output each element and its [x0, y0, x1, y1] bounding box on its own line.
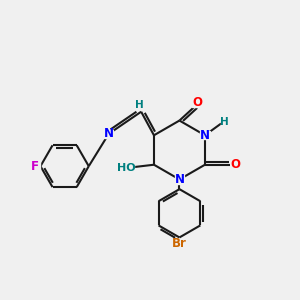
Bar: [135, 102, 144, 109]
Bar: [104, 130, 113, 138]
Text: H: H: [220, 117, 229, 127]
Bar: [172, 240, 187, 248]
Bar: [231, 160, 241, 169]
Bar: [31, 162, 40, 170]
Text: O: O: [192, 96, 202, 110]
Text: O: O: [231, 158, 241, 171]
Bar: [192, 99, 202, 107]
Text: N: N: [174, 173, 184, 186]
Bar: [200, 131, 210, 140]
Bar: [175, 175, 184, 184]
Text: Br: Br: [172, 237, 187, 250]
Bar: [118, 164, 134, 172]
Text: N: N: [200, 129, 210, 142]
Text: F: F: [31, 160, 39, 173]
Text: HO: HO: [117, 163, 135, 173]
Bar: [220, 118, 229, 126]
Text: N: N: [104, 127, 114, 140]
Text: H: H: [135, 100, 144, 110]
